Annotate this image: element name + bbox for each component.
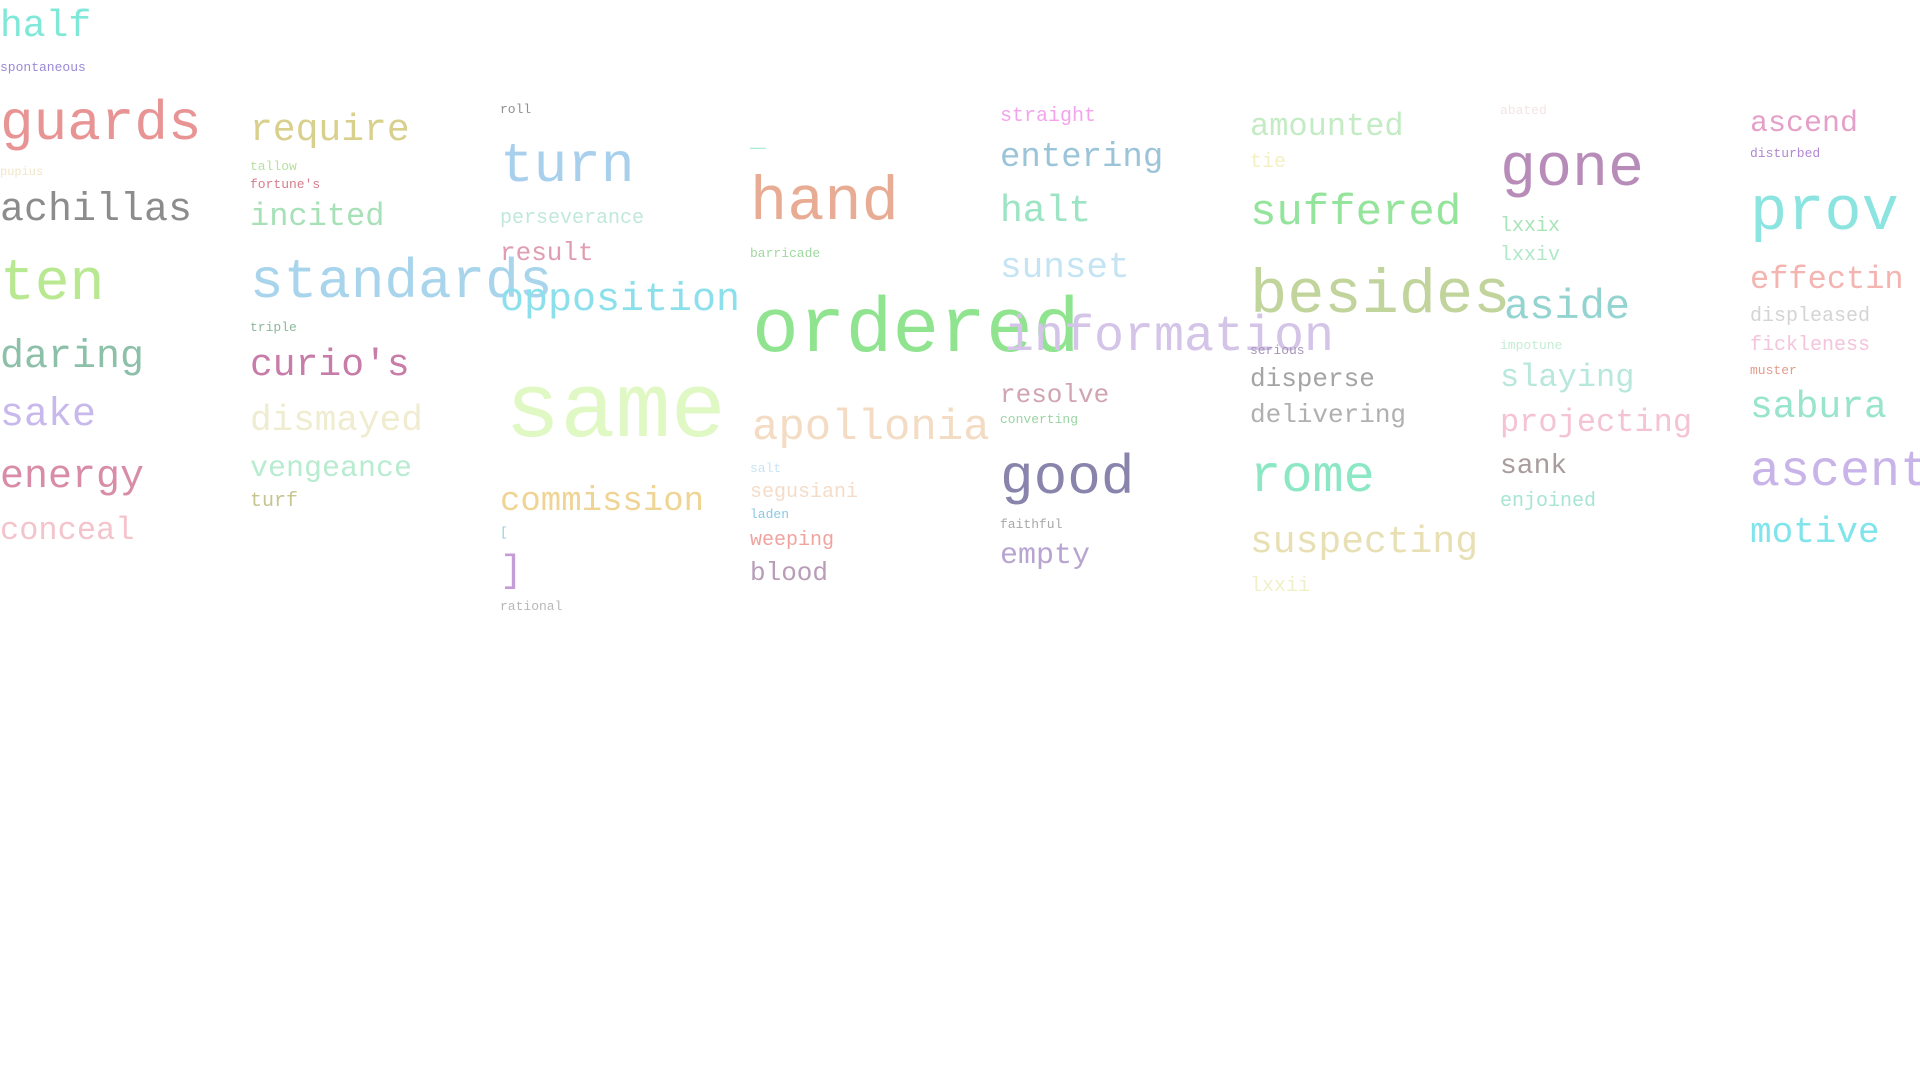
- word-half: half: [0, 5, 92, 48]
- word-sabura: sabura: [1750, 386, 1887, 429]
- word-good: good: [1000, 446, 1135, 510]
- word-enjoined: enjoined: [1500, 490, 1597, 513]
- word-abated: abated: [1500, 103, 1547, 118]
- word-muster: muster: [1750, 363, 1797, 378]
- word-ten: ten: [0, 252, 105, 317]
- word-fickleness: fickleness: [1750, 334, 1871, 357]
- word-incited: incited: [250, 198, 385, 235]
- word-ordered: ordered: [752, 287, 1080, 375]
- word-laden: laden: [750, 507, 790, 522]
- word-close-bracket: ]: [500, 550, 523, 593]
- word-apollonia: apollonia: [752, 403, 990, 453]
- word-slaying: slaying: [1500, 359, 1635, 396]
- word-lxxix: lxxix: [1500, 215, 1561, 238]
- word-tie: tie: [1250, 151, 1287, 174]
- word-dismayed: dismayed: [250, 400, 423, 441]
- word-rational: rational: [500, 599, 563, 614]
- word-resolve: resolve: [1000, 380, 1110, 410]
- word-besides: besides: [1250, 260, 1511, 331]
- word-rome: rome: [1250, 448, 1375, 507]
- word-barricade: barricade: [750, 246, 821, 261]
- word-halt: halt: [1000, 190, 1092, 233]
- word-gone: gone: [1500, 136, 1645, 204]
- word-daring: daring: [0, 335, 145, 380]
- word-suspecting: suspecting: [1250, 521, 1479, 564]
- word-standards: standards: [250, 250, 553, 314]
- word-curios: curio's: [250, 344, 410, 387]
- word-require: require: [250, 109, 410, 152]
- word-segusiani: segusiani: [750, 481, 859, 504]
- word-achillas: achillas: [0, 188, 193, 233]
- word-suffered: suffered: [1250, 188, 1462, 238]
- word-blood: blood: [750, 558, 829, 588]
- word-energy: energy: [0, 455, 145, 500]
- word-displeased: displeased: [1750, 305, 1871, 328]
- word-entering: entering: [1000, 139, 1164, 177]
- word-aside: aside: [1504, 283, 1631, 331]
- word-perseverance: perseverance: [500, 207, 645, 230]
- word-motive: motive: [1750, 512, 1880, 553]
- word-ascend: ascend: [1750, 107, 1859, 141]
- word-sunset: sunset: [1000, 247, 1130, 288]
- word-amounted: amounted: [1250, 108, 1404, 145]
- word-turn: turn: [500, 134, 635, 198]
- word-hand: hand: [750, 167, 899, 238]
- word-opposition: opposition: [500, 278, 741, 323]
- word-tallow: tallow: [250, 159, 297, 174]
- word-turf: turf: [250, 490, 299, 513]
- word-straight: straight: [1000, 105, 1097, 128]
- word-pupius: pupius: [0, 165, 44, 179]
- word-ascent: ascent: [1750, 444, 1920, 501]
- word-disperse: disperse: [1250, 364, 1375, 394]
- word-commission: commission: [500, 483, 705, 521]
- word-open-bracket: [: [500, 525, 508, 540]
- word-spontaneous: spontaneous: [0, 60, 86, 75]
- word-conceal: conceal: [0, 512, 135, 549]
- word-same: same: [505, 359, 726, 464]
- word-vengeance: vengeance: [250, 452, 413, 486]
- word-serious: serious: [1250, 343, 1305, 358]
- word-guards: guards: [0, 92, 202, 156]
- word-converting: converting: [1000, 412, 1079, 427]
- word-projecting: projecting: [1500, 404, 1693, 441]
- word-roll: roll: [500, 102, 532, 117]
- word-result: result: [500, 238, 594, 268]
- word-fortunes: fortune's: [250, 177, 321, 192]
- word-impotune: impotune: [1500, 338, 1563, 353]
- word-empty: empty: [1000, 539, 1091, 573]
- word-salt: salt: [750, 461, 782, 476]
- word-effectin: effectin: [1750, 261, 1904, 298]
- word-prov: prov: [1750, 177, 1899, 248]
- word-disturbed: disturbed: [1750, 146, 1821, 161]
- word-sake: sake: [0, 393, 97, 438]
- word-underscore: _: [750, 124, 766, 154]
- word-triple: triple: [250, 320, 297, 335]
- word-information: information: [1004, 309, 1335, 366]
- word-faithful: faithful: [1000, 517, 1063, 532]
- word-lxxii: lxxii: [1250, 575, 1311, 598]
- word-weeping: weeping: [750, 529, 835, 552]
- word-delivering: delivering: [1250, 400, 1407, 430]
- word-sank: sank: [1500, 451, 1568, 482]
- word-lxxiv: lxxiv: [1500, 244, 1561, 267]
